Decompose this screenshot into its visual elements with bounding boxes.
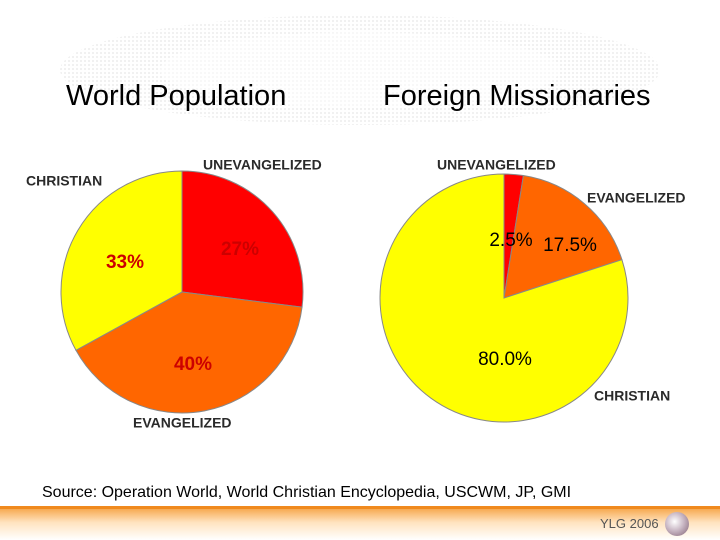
pie2-value-label-evangelized: 17.5% bbox=[543, 235, 597, 256]
pie2-category-label-evangelized: EVANGELIZED bbox=[587, 190, 686, 206]
pie2-slice-evangelized bbox=[503, 174, 623, 299]
footer-bar bbox=[0, 508, 720, 540]
pie2-value-label-christian: 80.0% bbox=[478, 349, 532, 370]
purple-disc-icon bbox=[665, 512, 689, 536]
world-population-heading: World Population bbox=[66, 80, 287, 112]
pie1-slice-evangelized bbox=[75, 291, 303, 414]
foreign-missionaries-heading: Foreign Missionaries bbox=[383, 80, 651, 112]
pie1-category-label-unevangelized: UNEVANGELIZED bbox=[203, 157, 322, 173]
pie1-slice-christian bbox=[60, 170, 183, 351]
pie1-value-label-evangelized: 40% bbox=[174, 354, 212, 375]
pie2-slice-christian bbox=[379, 173, 629, 423]
pie1-value-label-christian: 33% bbox=[106, 252, 144, 273]
source-citation: Source: Operation World, World Christian… bbox=[42, 484, 572, 501]
pie1-category-label-christian: CHRISTIAN bbox=[26, 173, 102, 189]
brand-label: YLG 2006 bbox=[600, 516, 659, 531]
pie1-category-label-evangelized: EVANGELIZED bbox=[133, 415, 232, 431]
pie1-value-label-unevangelized: 27% bbox=[221, 239, 259, 260]
pie2-category-label-christian: CHRISTIAN bbox=[594, 388, 670, 404]
pie2-value-label-unevangelized: 2.5% bbox=[489, 230, 532, 251]
pie2-category-label-unevangelized: UNEVANGELIZED bbox=[437, 157, 556, 173]
pie1-slice-unevangelized bbox=[181, 170, 304, 308]
watermark-background bbox=[60, 15, 660, 125]
footer-accent-line bbox=[0, 506, 720, 509]
